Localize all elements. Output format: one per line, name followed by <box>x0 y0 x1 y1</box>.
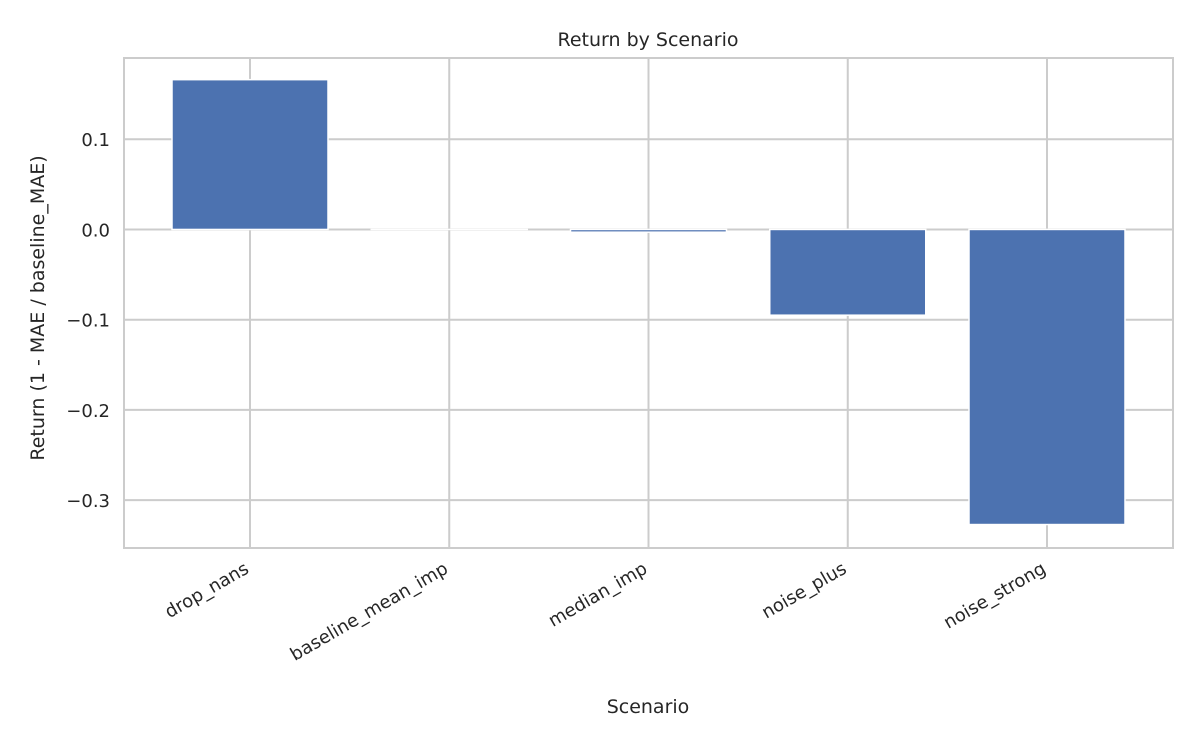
bar-noise_strong <box>968 228 1126 526</box>
x-tick-label: median_imp <box>545 558 651 631</box>
x-tick-label: noise_strong <box>940 558 1049 633</box>
y-tick-labels: 0.1 0.0 −0.1 −0.2 −0.3 <box>66 130 110 512</box>
plot-frame <box>123 57 1174 549</box>
y-tick-label: 0.0 <box>81 220 110 241</box>
y-tick-label: −0.1 <box>66 311 110 332</box>
bars <box>171 78 1126 526</box>
y-axis-label: Return (1 - MAE / baseline_MAE) <box>27 155 49 460</box>
chart-title: Return by Scenario <box>557 29 738 51</box>
x-axis-label: Scenario <box>607 696 690 718</box>
bar-median_imp <box>569 228 728 233</box>
x-tick-labels: drop_nans baseline_mean_imp median_imp nois… <box>161 558 1049 665</box>
y-tick-label: −0.2 <box>66 401 110 422</box>
x-tick-label: baseline_mean_imp <box>287 558 452 665</box>
y-tick-label: −0.3 <box>66 491 110 512</box>
y-tick-label: 0.1 <box>81 130 110 151</box>
x-tick-label: noise_plus <box>758 558 850 623</box>
x-tick-label: drop_nans <box>161 558 252 623</box>
bar-drop_nans <box>171 78 329 231</box>
bar-noise_plus <box>769 228 927 316</box>
